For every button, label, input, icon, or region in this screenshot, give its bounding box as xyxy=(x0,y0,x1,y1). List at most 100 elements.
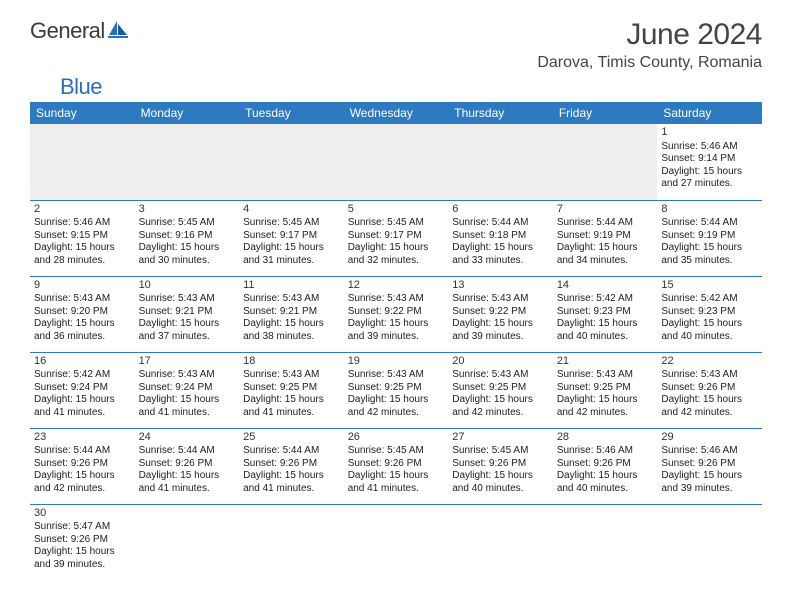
day-detail: Sunset: 9:23 PM xyxy=(557,306,654,319)
day-detail: and 39 minutes. xyxy=(34,559,131,572)
day-detail: Sunrise: 5:45 AM xyxy=(348,217,445,230)
calendar-cell xyxy=(448,124,553,200)
day-detail: Sunset: 9:26 PM xyxy=(661,458,758,471)
day-detail: and 42 minutes. xyxy=(661,407,758,420)
day-number: 1 xyxy=(661,126,758,140)
day-detail: Sunrise: 5:44 AM xyxy=(139,445,236,458)
day-number: 15 xyxy=(661,279,758,293)
day-detail: Sunrise: 5:46 AM xyxy=(661,445,758,458)
calendar-cell: 14Sunrise: 5:42 AMSunset: 9:23 PMDayligh… xyxy=(553,276,658,352)
day-number: 24 xyxy=(139,431,236,445)
calendar-cell: 1Sunrise: 5:46 AMSunset: 9:14 PMDaylight… xyxy=(657,124,762,200)
weekday-header: Saturday xyxy=(657,102,762,124)
calendar-cell: 9Sunrise: 5:43 AMSunset: 9:20 PMDaylight… xyxy=(30,276,135,352)
day-detail: Daylight: 15 hours xyxy=(243,318,340,331)
day-detail: Daylight: 15 hours xyxy=(34,546,131,559)
day-detail: Sunset: 9:25 PM xyxy=(557,382,654,395)
day-detail: and 28 minutes. xyxy=(34,255,131,268)
calendar-cell: 28Sunrise: 5:46 AMSunset: 9:26 PMDayligh… xyxy=(553,428,658,504)
day-detail: Sunrise: 5:43 AM xyxy=(139,293,236,306)
day-detail: Sunset: 9:16 PM xyxy=(139,230,236,243)
day-detail: Sunrise: 5:43 AM xyxy=(557,369,654,382)
logo: General xyxy=(30,18,131,44)
day-detail: Daylight: 15 hours xyxy=(452,394,549,407)
day-detail: and 38 minutes. xyxy=(243,331,340,344)
day-detail: Daylight: 15 hours xyxy=(139,394,236,407)
calendar-cell: 13Sunrise: 5:43 AMSunset: 9:22 PMDayligh… xyxy=(448,276,553,352)
day-detail: Daylight: 15 hours xyxy=(243,470,340,483)
day-detail: and 27 minutes. xyxy=(661,178,758,191)
day-detail: Daylight: 15 hours xyxy=(348,470,445,483)
day-number: 26 xyxy=(348,431,445,445)
day-detail: and 40 minutes. xyxy=(661,331,758,344)
day-number: 6 xyxy=(452,203,549,217)
weekday-header: Wednesday xyxy=(344,102,449,124)
day-detail: Sunrise: 5:43 AM xyxy=(34,293,131,306)
calendar-cell xyxy=(239,124,344,200)
day-detail: Sunrise: 5:43 AM xyxy=(452,369,549,382)
day-detail: Sunset: 9:22 PM xyxy=(452,306,549,319)
calendar-cell: 12Sunrise: 5:43 AMSunset: 9:22 PMDayligh… xyxy=(344,276,449,352)
calendar-cell: 30Sunrise: 5:47 AMSunset: 9:26 PMDayligh… xyxy=(30,504,135,580)
day-detail: Sunrise: 5:42 AM xyxy=(661,293,758,306)
day-detail: Daylight: 15 hours xyxy=(452,318,549,331)
day-detail: Sunset: 9:21 PM xyxy=(243,306,340,319)
day-detail: Sunset: 9:26 PM xyxy=(34,458,131,471)
day-detail: Sunset: 9:14 PM xyxy=(661,153,758,166)
day-detail: and 42 minutes. xyxy=(34,483,131,496)
day-detail: Sunset: 9:25 PM xyxy=(452,382,549,395)
day-detail: Daylight: 15 hours xyxy=(661,470,758,483)
day-detail: Sunset: 9:22 PM xyxy=(348,306,445,319)
calendar-cell: 21Sunrise: 5:43 AMSunset: 9:25 PMDayligh… xyxy=(553,352,658,428)
day-detail: Daylight: 15 hours xyxy=(348,318,445,331)
day-detail: and 41 minutes. xyxy=(139,407,236,420)
day-detail: and 39 minutes. xyxy=(452,331,549,344)
day-number: 13 xyxy=(452,279,549,293)
day-number: 20 xyxy=(452,355,549,369)
day-detail: and 42 minutes. xyxy=(557,407,654,420)
day-number: 19 xyxy=(348,355,445,369)
day-detail: Sunset: 9:15 PM xyxy=(34,230,131,243)
day-detail: Sunset: 9:18 PM xyxy=(452,230,549,243)
day-detail: and 41 minutes. xyxy=(243,407,340,420)
day-detail: and 41 minutes. xyxy=(243,483,340,496)
day-detail: Sunrise: 5:44 AM xyxy=(243,445,340,458)
day-detail: and 40 minutes. xyxy=(557,331,654,344)
day-number: 4 xyxy=(243,203,340,217)
day-number: 11 xyxy=(243,279,340,293)
day-detail: and 35 minutes. xyxy=(661,255,758,268)
day-detail: Sunset: 9:25 PM xyxy=(348,382,445,395)
day-detail: and 33 minutes. xyxy=(452,255,549,268)
day-number: 28 xyxy=(557,431,654,445)
calendar-cell: 10Sunrise: 5:43 AMSunset: 9:21 PMDayligh… xyxy=(135,276,240,352)
calendar-cell: 18Sunrise: 5:43 AMSunset: 9:25 PMDayligh… xyxy=(239,352,344,428)
day-detail: Sunset: 9:19 PM xyxy=(661,230,758,243)
day-detail: Sunrise: 5:44 AM xyxy=(661,217,758,230)
day-detail: Sunset: 9:26 PM xyxy=(34,534,131,547)
calendar-cell: 5Sunrise: 5:45 AMSunset: 9:17 PMDaylight… xyxy=(344,200,449,276)
day-number: 17 xyxy=(139,355,236,369)
day-detail: Sunrise: 5:44 AM xyxy=(34,445,131,458)
calendar-cell: 26Sunrise: 5:45 AMSunset: 9:26 PMDayligh… xyxy=(344,428,449,504)
day-detail: and 34 minutes. xyxy=(557,255,654,268)
day-detail: Daylight: 15 hours xyxy=(661,166,758,179)
day-detail: Sunrise: 5:42 AM xyxy=(557,293,654,306)
day-number: 23 xyxy=(34,431,131,445)
day-detail: Sunset: 9:26 PM xyxy=(139,458,236,471)
day-detail: Daylight: 15 hours xyxy=(139,242,236,255)
day-detail: Sunset: 9:20 PM xyxy=(34,306,131,319)
calendar-cell xyxy=(344,504,449,580)
day-detail: and 32 minutes. xyxy=(348,255,445,268)
day-detail: and 30 minutes. xyxy=(139,255,236,268)
day-detail: and 31 minutes. xyxy=(243,255,340,268)
day-detail: Daylight: 15 hours xyxy=(557,394,654,407)
day-detail: Daylight: 15 hours xyxy=(348,394,445,407)
day-number: 25 xyxy=(243,431,340,445)
calendar-cell: 11Sunrise: 5:43 AMSunset: 9:21 PMDayligh… xyxy=(239,276,344,352)
day-number: 22 xyxy=(661,355,758,369)
day-number: 29 xyxy=(661,431,758,445)
calendar-cell: 6Sunrise: 5:44 AMSunset: 9:18 PMDaylight… xyxy=(448,200,553,276)
day-number: 21 xyxy=(557,355,654,369)
day-detail: Daylight: 15 hours xyxy=(348,242,445,255)
day-detail: Sunset: 9:26 PM xyxy=(348,458,445,471)
